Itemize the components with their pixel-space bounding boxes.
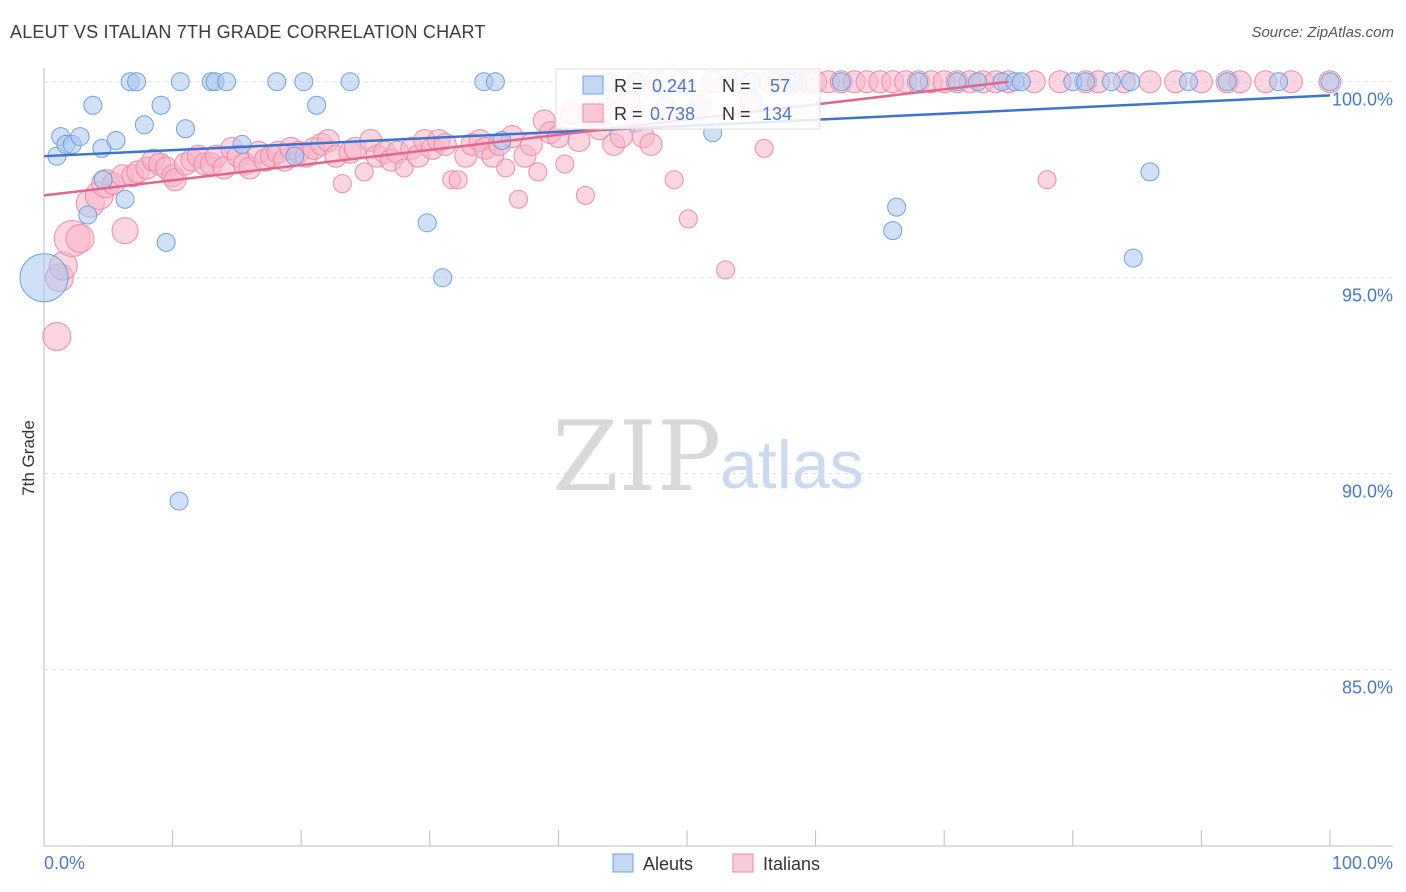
legend-n-label-aleuts: N =: [722, 76, 751, 96]
italian-point: [65, 223, 95, 253]
italian-point: [664, 170, 684, 190]
aleut-point: [106, 131, 126, 151]
italian-point: [575, 185, 595, 205]
italian-point: [678, 209, 698, 229]
aleut-point: [285, 146, 305, 166]
aleut-point: [1011, 72, 1031, 92]
bottom-legend-label-aleuts: Aleuts: [643, 854, 693, 874]
aleut-point: [1320, 72, 1340, 92]
italian-point: [639, 132, 663, 156]
y-tick-label: 100.0%: [1332, 90, 1393, 110]
aleut-point: [831, 72, 851, 92]
aleut-point: [267, 72, 287, 92]
aleut-point: [968, 72, 988, 92]
watermark-zip: ZIP: [552, 401, 721, 513]
aleut-point: [1269, 72, 1289, 92]
aleut-point: [1140, 162, 1160, 182]
italian-point: [42, 321, 72, 351]
x-tick-label-min: 0.0%: [44, 853, 85, 873]
aleut-point: [307, 95, 327, 115]
aleut-point: [134, 115, 154, 135]
stats-legend: R = 0.241 N = 57 R = 0.738 N = 134: [555, 68, 821, 130]
chart-title: ALEUT VS ITALIAN 7TH GRADE CORRELATION C…: [10, 22, 486, 42]
y-axis-label: 7th Grade: [19, 420, 38, 496]
aleut-point: [1076, 72, 1096, 92]
legend-r-value-aleuts: 0.241: [652, 76, 697, 96]
aleut-point: [156, 232, 176, 252]
aleut-point: [1101, 72, 1121, 92]
bottom-legend-label-italians: Italians: [763, 854, 820, 874]
watermark-atlas: atlas: [720, 427, 864, 503]
x-ticks: [172, 830, 1331, 846]
bottom-legend-swatch-italians: [732, 853, 754, 873]
aleut-point: [1217, 72, 1237, 92]
italian-point: [111, 217, 139, 245]
italian-point: [354, 162, 374, 182]
y-tick-label: 85.0%: [1342, 678, 1393, 698]
aleut-point: [169, 491, 189, 511]
italian-point: [754, 138, 774, 158]
italian-point: [528, 162, 548, 182]
italian-point: [716, 260, 736, 280]
aleut-point: [294, 72, 314, 92]
bottom-legend: Aleuts Italians: [612, 853, 820, 874]
aleut-point: [175, 119, 195, 139]
legend-r-value-italians: 0.738: [650, 104, 695, 124]
italian-point: [555, 154, 575, 174]
aleut-point: [340, 72, 360, 92]
aleut-point: [151, 95, 171, 115]
legend-swatch-aleuts: [582, 75, 604, 95]
y-tick-label: 95.0%: [1342, 286, 1393, 306]
legend-r-label-aleuts: R =: [614, 76, 643, 96]
italian-point: [448, 170, 468, 190]
y-tick-label: 90.0%: [1342, 482, 1393, 502]
aleut-point: [908, 72, 928, 92]
aleut-point: [1121, 72, 1141, 92]
source-credit: Source: ZipAtlas.com: [1251, 24, 1394, 41]
y-tick-labels: 85.0% 90.0% 95.0% 100.0%: [1332, 90, 1393, 698]
legend-n-value-aleuts: 57: [770, 76, 790, 96]
italian-trend-line: [43, 80, 1009, 197]
legend-swatch-italians: [582, 103, 604, 123]
aleut-point: [232, 134, 252, 154]
aleut-point: [115, 189, 135, 209]
legend-r-label-italians: R =: [614, 104, 643, 124]
aleut-point: [83, 95, 103, 115]
x-tick-label-max: 100.0%: [1332, 853, 1393, 873]
aleut-point: [417, 213, 437, 233]
aleut-point: [485, 72, 505, 92]
aleut-point: [1179, 72, 1199, 92]
italian-point: [1138, 70, 1162, 94]
aleut-point: [78, 205, 98, 225]
italian-point: [394, 158, 414, 178]
aleut-point: [93, 170, 113, 190]
aleut-point: [883, 221, 903, 241]
italian-point: [509, 189, 529, 209]
aleut-point: [170, 72, 190, 92]
legend-n-label-italians: N =: [722, 104, 751, 124]
italian-point: [567, 129, 591, 153]
aleut-point: [70, 127, 90, 147]
legend-n-value-italians: 134: [762, 104, 792, 124]
italian-point: [496, 158, 516, 178]
bottom-legend-swatch-aleuts: [612, 853, 634, 873]
aleut-point: [127, 72, 147, 92]
aleut-point: [217, 72, 237, 92]
aleut-point: [887, 197, 907, 217]
italian-point: [1037, 170, 1057, 190]
aleut-point: [19, 253, 69, 303]
aleut-point: [433, 268, 453, 288]
italian-point: [332, 174, 352, 194]
aleut-point: [1123, 248, 1143, 268]
